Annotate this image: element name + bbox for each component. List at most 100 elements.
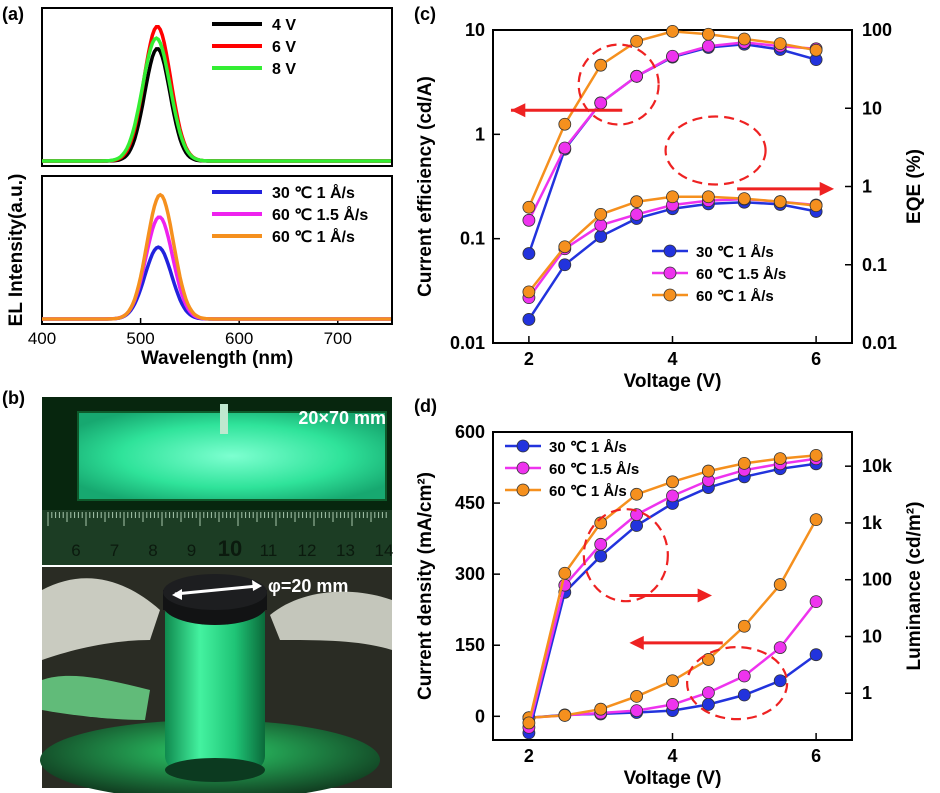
- ruler-number: 14: [375, 541, 394, 560]
- data-point: [702, 464, 715, 478]
- legend-marker: [516, 461, 530, 475]
- y-axis-label: Current density (mA/cm²): [415, 472, 436, 700]
- data-point: [558, 566, 572, 580]
- glove-right: [270, 591, 392, 650]
- data-point: [522, 285, 536, 299]
- y2-axis-label: Luminance (cd/m²): [904, 502, 925, 671]
- legend-marker: [516, 439, 530, 453]
- spectrum-line: [42, 36, 391, 163]
- y2-tick-label: 0.1: [862, 255, 887, 275]
- legend-label: 30 ℃ 1 Å/s: [272, 183, 355, 202]
- plot-frame: [41, 175, 393, 325]
- dashed-circle: [664, 115, 767, 186]
- chart-a-bottom-spectra: 400 500 600 700 Wavelength (nm) 30 ℃ 1 Å/s 60 …: [28, 175, 393, 369]
- probe-tip: [220, 404, 228, 434]
- y2-tick-label: 100: [862, 20, 892, 40]
- dashed-circle: [582, 508, 669, 603]
- ruler: [42, 510, 392, 565]
- data-point: [558, 141, 572, 155]
- ruler-number: 13: [336, 541, 355, 560]
- data-point: [522, 247, 536, 260]
- y-tick-label: 0.1: [460, 229, 485, 249]
- y-tick-label: 1: [475, 124, 485, 144]
- x-tick-label: 6: [811, 349, 821, 369]
- data-point: [630, 34, 643, 48]
- legend-marker: [663, 266, 677, 280]
- arrow-head: [697, 588, 712, 603]
- data-point: [522, 313, 536, 326]
- legend-label: 30 ℃ 1 Å/s: [549, 439, 627, 456]
- x-axis-label: Wavelength (nm): [141, 348, 293, 369]
- y-tick-label: 0: [475, 706, 485, 726]
- dashed-circle: [577, 43, 660, 126]
- glove-lit: [42, 675, 150, 720]
- data-point: [666, 698, 679, 711]
- legend-marker: [663, 244, 677, 258]
- y-tick-label: 0.01: [450, 333, 485, 353]
- ruler-number: 11: [260, 541, 278, 560]
- chart-a-top-spectra: 4 V 6 V 8 V: [41, 7, 393, 167]
- spectrum-line: [42, 47, 391, 163]
- diameter-label: φ=20 mm: [268, 576, 348, 596]
- chart-c-efficiency: 2 4 6 0.01 0.1 1 10 0.01 0.1 1 10 100 Voltage (V) Cur…: [415, 20, 925, 392]
- y2-tick-label: 10: [862, 98, 882, 118]
- data-point: [773, 195, 787, 209]
- data-point: [809, 448, 823, 462]
- y2-tick-label: 0.01: [862, 333, 897, 353]
- data-point: [773, 452, 787, 465]
- ruler-ticks: [47, 512, 387, 526]
- data-point: [522, 213, 536, 227]
- legend-label: 6 V: [272, 39, 296, 56]
- arrow-head: [510, 103, 526, 118]
- data-point: [773, 641, 787, 654]
- x-tick-label: 600: [225, 329, 253, 348]
- data-point: [737, 688, 751, 702]
- plot-frame: [41, 7, 393, 167]
- ruler-number: 8: [148, 541, 157, 560]
- data-point: [702, 27, 715, 41]
- data-point: [809, 648, 823, 662]
- x-tick-label: 2: [524, 746, 534, 766]
- ruler-number: 9: [187, 541, 196, 560]
- data-point: [594, 218, 608, 232]
- data-point: [702, 698, 715, 711]
- legend-marker: [663, 288, 677, 302]
- data-point: [809, 595, 823, 609]
- data-point: [630, 195, 643, 209]
- spectrum-line: [42, 192, 391, 321]
- legend-label: 60 ℃ 1 Å/s: [272, 227, 355, 246]
- arrow-head: [629, 635, 644, 650]
- data-point: [594, 549, 608, 563]
- data-point: [594, 230, 608, 243]
- diameter-arrow: [174, 584, 259, 596]
- data-point: [809, 199, 823, 213]
- data-point: [773, 674, 787, 688]
- legend-label: 4 V: [272, 17, 296, 34]
- data-point: [809, 43, 823, 57]
- legend-label: 60 ℃ 1.5 Å/s: [696, 266, 786, 283]
- glove-left: [42, 578, 160, 660]
- data-point: [594, 207, 608, 221]
- data-point: [630, 704, 643, 718]
- data-point: [630, 508, 643, 522]
- ruler-number: 7: [110, 541, 119, 560]
- y2-tick-label: 100: [862, 570, 892, 590]
- data-point: [809, 513, 823, 527]
- data-point: [702, 39, 715, 53]
- x-tick-label: 4: [667, 746, 677, 766]
- y2-tick-label: 1: [862, 683, 872, 703]
- data-point: [666, 49, 679, 63]
- data-point: [630, 690, 643, 703]
- ruler-number: 6: [71, 541, 80, 560]
- data-point: [630, 519, 643, 532]
- panel-label-a: (a): [2, 4, 24, 24]
- arrow-head: [819, 181, 835, 196]
- y-tick-label: 600: [455, 422, 485, 442]
- legend-label: 60 ℃ 1 Å/s: [696, 288, 774, 305]
- data-point: [558, 240, 572, 254]
- legend-label: 60 ℃ 1.5 Å/s: [272, 205, 368, 224]
- ruler-number: 12: [298, 541, 317, 560]
- data-point: [630, 487, 643, 501]
- y2-tick-label: 1: [862, 177, 872, 197]
